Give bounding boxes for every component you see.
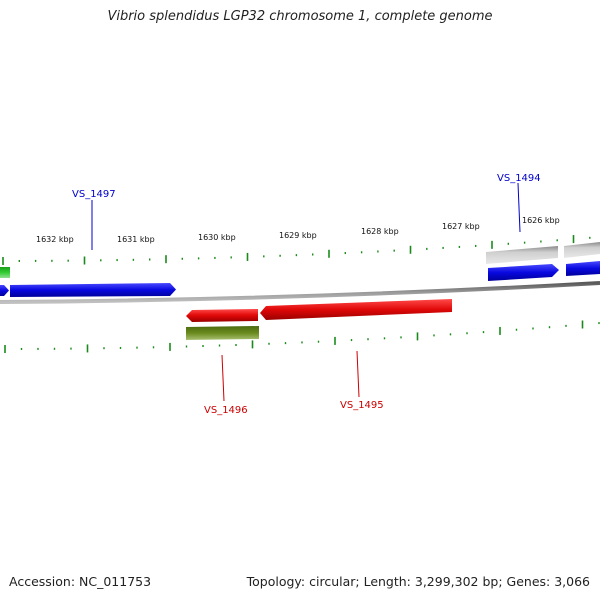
scale-label-1626: 1626 kbp	[522, 216, 560, 225]
gene-label-vs1494[interactable]: VS_1494	[497, 173, 541, 184]
blue-gene-right-edge[interactable]	[566, 261, 600, 276]
blue-gene-vs1494[interactable]	[488, 264, 559, 281]
grey-gene-1[interactable]	[486, 246, 558, 264]
green-gene[interactable]	[0, 267, 10, 278]
accession-text: Accession: NC_011753	[9, 574, 152, 589]
scale-label-1632: 1632 kbp	[36, 235, 74, 244]
scale-label-1627: 1627 kbp	[442, 222, 480, 231]
scale-label-1628: 1628 kbp	[361, 227, 399, 236]
scale-labels: 1632 kbp 1631 kbp 1630 kbp 1629 kbp 1628…	[36, 216, 560, 244]
gene-label-vs1497[interactable]: VS_1497	[72, 189, 116, 200]
genome-summary-text: Topology: circular; Length: 3,299,302 bp…	[246, 574, 590, 589]
map-title: Vibrio splendidus LGP32 chromosome 1, co…	[107, 9, 493, 24]
scale-label-1629: 1629 kbp	[279, 231, 317, 240]
grey-gene-2[interactable]	[564, 242, 600, 258]
leader-line-vs1496	[221, 354, 225, 402]
red-gene-vs1495[interactable]	[260, 299, 452, 320]
leader-line-vs1495	[356, 350, 360, 398]
scale-label-1631: 1631 kbp	[117, 235, 155, 244]
lower-tick-row	[4, 320, 600, 353]
genome-backbone	[0, 281, 600, 304]
leader-line-vs1494	[517, 182, 521, 233]
blue-gene-left-edge[interactable]	[0, 285, 9, 296]
upper-tick-row	[2, 235, 591, 265]
gene-label-vs1495[interactable]: VS_1495	[340, 400, 384, 411]
olive-gene[interactable]	[186, 326, 259, 340]
scale-label-1630: 1630 kbp	[198, 233, 236, 242]
gene-label-vs1496[interactable]: VS_1496	[204, 405, 248, 416]
blue-gene-vs1497[interactable]	[10, 283, 176, 297]
red-gene-vs1496[interactable]	[186, 309, 258, 322]
